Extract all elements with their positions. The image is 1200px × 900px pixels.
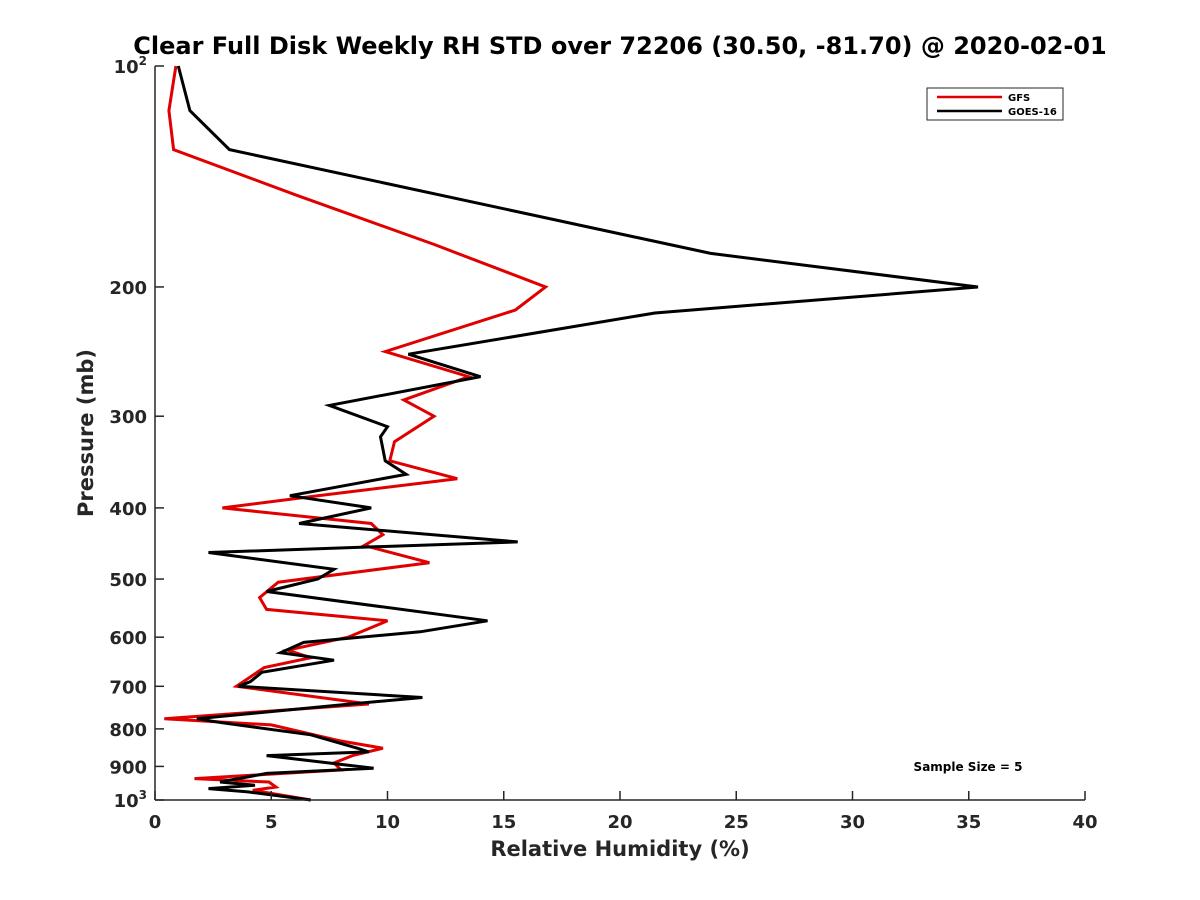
y-tick-label: 400 [109,499,147,520]
x-tick-label: 35 [956,812,981,833]
y-tick-label: 300 [109,407,147,428]
legend: GFS GOES-16 [926,87,1064,121]
series-layer [164,65,979,802]
chart-title: Clear Full Disk Weekly RH STD over 72206… [133,32,1106,60]
x-tick-label: 5 [265,812,278,833]
y-tick-label: 103 [114,788,147,812]
x-axis-ticks: 0 5 10 15 20 25 30 35 40 [149,791,1098,833]
sample-size-annotation: Sample Size = 5 [914,760,1023,774]
y-tick-label: 700 [109,677,147,698]
x-tick-label: 30 [840,812,865,833]
series-line-goes16 [176,65,979,802]
y-axis-ticks: 102 200 300 400 500 600 700 800 900 103 [109,54,164,812]
y-tick-label: 102 [114,54,147,78]
x-axis-label: Relative Humidity (%) [490,837,749,861]
y-tick-label: 800 [109,720,147,741]
y-tick-label: 900 [109,757,147,778]
y-axis-label: Pressure (mb) [74,349,98,517]
y-tick-label: 500 [109,570,147,591]
x-tick-label: 10 [375,812,400,833]
y-tick-label: 600 [109,628,147,649]
x-tick-label: 25 [724,812,749,833]
legend-goes16-label: GOES-16 [1008,107,1057,118]
x-tick-label: 40 [1072,812,1097,833]
x-tick-label: 0 [149,812,162,833]
y-tick-label: 200 [109,278,147,299]
x-tick-label: 15 [491,812,516,833]
legend-box [926,87,1064,121]
legend-gfs-label: GFS [1008,93,1030,104]
x-tick-label: 20 [607,812,632,833]
